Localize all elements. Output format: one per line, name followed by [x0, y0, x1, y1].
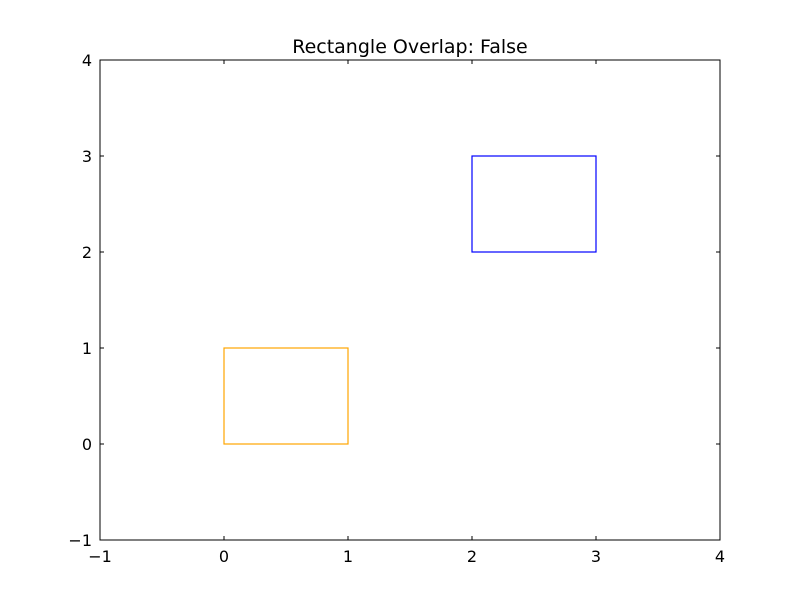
y-tick-label: 4: [82, 51, 92, 70]
y-tick-label: −1: [68, 531, 92, 550]
x-tick-label: 2: [467, 547, 477, 566]
x-tick-label: −1: [88, 547, 112, 566]
x-tick-label: 4: [715, 547, 725, 566]
x-tick-label: 3: [591, 547, 601, 566]
ticks-layer: −1 0 1 2 3 4 −1 0 1 2 3 4: [68, 51, 725, 566]
chart-title: Rectangle Overlap: False: [292, 36, 528, 58]
y-tick-label: 0: [82, 435, 92, 454]
marks-layer: [223, 155, 597, 445]
y-tick-label: 1: [82, 339, 92, 358]
y-tick-label: 2: [82, 243, 92, 262]
y-tick-label: 3: [82, 147, 92, 166]
x-tick-label: 1: [343, 547, 353, 566]
rectangle-1: [223, 347, 349, 445]
rectangle-2: [471, 155, 597, 253]
plot-area-frame: [99, 59, 721, 541]
x-tick-label: 0: [219, 547, 229, 566]
